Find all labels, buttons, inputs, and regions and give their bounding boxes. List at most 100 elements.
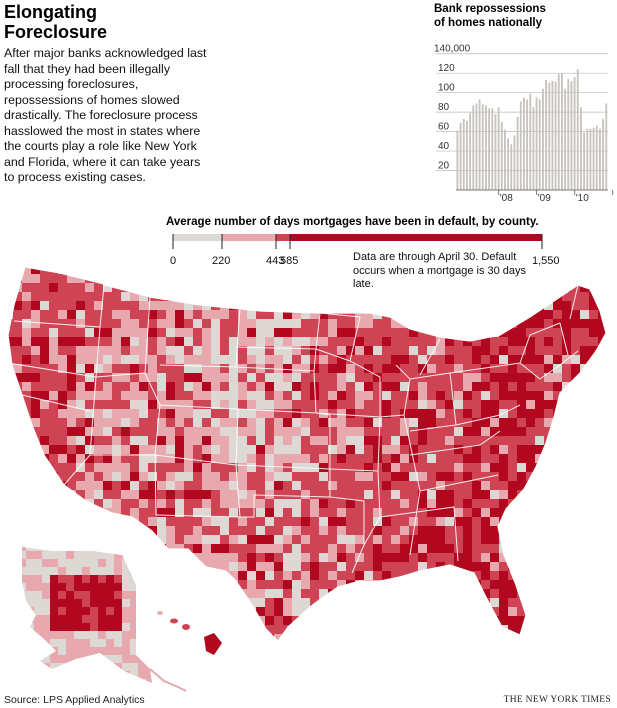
county-cell [328, 274, 338, 284]
county-cell [571, 481, 581, 491]
county-cell [607, 499, 616, 508]
county-cell [202, 373, 212, 383]
county-cell [382, 526, 392, 536]
county-cell [139, 535, 149, 545]
county-cell [454, 643, 463, 652]
county-cell [382, 364, 392, 374]
county-cell [481, 580, 491, 590]
county-cell [292, 400, 302, 410]
county-cell [175, 436, 185, 446]
county-cell [598, 598, 606, 608]
county-cell [463, 274, 473, 284]
county-cell [445, 337, 455, 347]
county-cell [175, 580, 185, 590]
county-cell [490, 580, 500, 590]
county-cell [238, 535, 248, 545]
county-cell [8, 445, 14, 455]
county-cell [238, 427, 248, 437]
county-cell [310, 310, 320, 320]
borough-cell [130, 623, 139, 632]
county-cell [283, 301, 293, 311]
county-cell [76, 454, 86, 464]
county-cell [94, 517, 104, 527]
county-cell [544, 427, 554, 437]
county-cell [8, 301, 14, 311]
county-cell [292, 427, 302, 437]
county-cell [13, 607, 23, 617]
county-cell [310, 526, 320, 536]
county-cell [139, 463, 149, 473]
county-cell [328, 625, 338, 635]
county-cell [373, 292, 383, 302]
county-cell [112, 535, 122, 545]
county-cell [508, 553, 518, 563]
county-cell [382, 274, 392, 284]
county-cell [454, 382, 464, 392]
county-cell [157, 283, 167, 293]
county-cell [517, 319, 527, 329]
county-cell [526, 553, 536, 563]
county-cell [355, 328, 365, 338]
borough-cell [154, 639, 162, 647]
county-cell [571, 409, 581, 419]
county-cell [22, 328, 32, 338]
county-cell [517, 301, 527, 311]
county-cell [220, 283, 230, 293]
borough-cell [130, 639, 139, 648]
county-cell [571, 310, 581, 320]
county-cell [517, 643, 526, 652]
borough-cell [58, 559, 67, 568]
borough-cell [58, 575, 67, 584]
county-cell [490, 472, 500, 482]
county-cell [58, 292, 68, 302]
county-cell [598, 382, 606, 392]
county-cell [373, 267, 383, 275]
county-cell [319, 382, 329, 392]
county-cell [157, 445, 167, 455]
county-cell [229, 445, 239, 455]
bar [583, 132, 586, 190]
county-cell [490, 607, 500, 617]
county-cell [607, 409, 616, 418]
county-cell [463, 643, 472, 652]
county-cell [355, 409, 365, 419]
county-cell [382, 418, 392, 428]
county-cell [49, 364, 59, 374]
county-cell [292, 382, 302, 392]
county-cell [121, 292, 131, 302]
county-cell [22, 267, 32, 275]
county-cell [580, 616, 590, 626]
county-cell [400, 463, 410, 473]
borough-cell [82, 599, 91, 608]
county-cell [346, 616, 356, 626]
county-cell [391, 535, 401, 545]
county-cell [202, 310, 212, 320]
county-cell [607, 364, 616, 373]
county-cell [328, 445, 338, 455]
county-cell [301, 391, 311, 401]
bar [595, 125, 598, 190]
county-cell [85, 508, 95, 518]
county-cell [319, 364, 329, 374]
county-cell [265, 346, 275, 356]
county-cell [148, 589, 158, 599]
county-cell [328, 328, 338, 338]
county-cell [103, 481, 113, 491]
county-cell [238, 400, 248, 410]
county-cell [355, 454, 365, 464]
county-cell [247, 355, 257, 365]
county-cell [373, 337, 383, 347]
county-cell [247, 490, 257, 500]
county-cell [517, 472, 527, 482]
county-cell [373, 625, 383, 635]
county-cell [184, 634, 194, 641]
county-cell [8, 283, 14, 293]
county-cell [445, 382, 455, 392]
county-cell [265, 409, 275, 419]
county-cell [229, 607, 239, 617]
borough-cell [146, 559, 152, 568]
borough-cell [74, 547, 83, 552]
county-cell [337, 589, 347, 599]
county-cell [8, 319, 14, 329]
county-cell [301, 517, 311, 527]
